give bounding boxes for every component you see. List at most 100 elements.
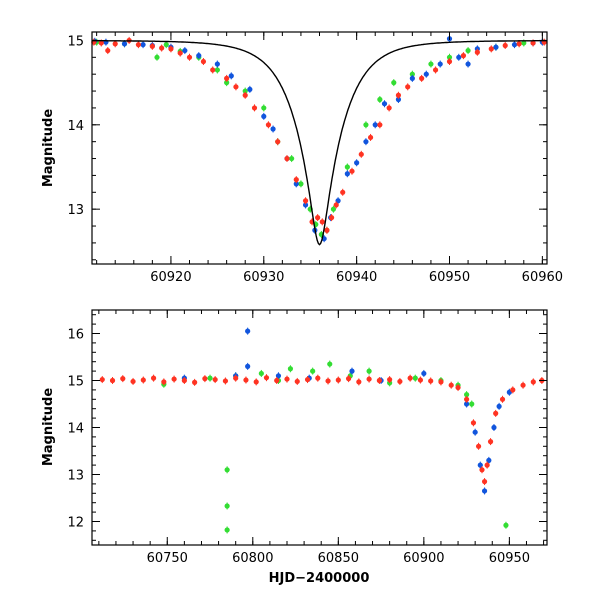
top-blue-point <box>261 113 267 119</box>
bottom-red-point <box>171 376 177 382</box>
top-blue-point <box>293 181 299 187</box>
bottom-plot-frame <box>91 309 548 546</box>
bottom-red-point <box>376 377 382 384</box>
bottom-panel: 60750 60800 60850 60900 60950 12 13 14 15 16 Magn… <box>41 309 548 586</box>
top-green-point <box>330 206 337 212</box>
top-red-point <box>386 105 392 111</box>
top-red-point <box>446 58 453 65</box>
top-blue-point <box>456 54 462 60</box>
bottom-red-point <box>510 387 516 393</box>
bottom-red-point <box>192 379 198 385</box>
bottom-green-point <box>310 368 316 374</box>
bottom-x-tick-label: 60900 <box>403 551 444 566</box>
bottom-red-point <box>315 375 321 381</box>
top-red-point <box>200 58 207 65</box>
top-red-point <box>474 49 480 55</box>
top-red-point <box>333 202 339 208</box>
top-red-point <box>405 84 411 90</box>
bottom-green-point <box>224 503 230 509</box>
bottom-red-point <box>243 377 249 383</box>
bottom-y-tick-label: 14 <box>67 422 84 437</box>
top-green-point <box>446 54 453 60</box>
bottom-green-point <box>366 368 372 374</box>
top-blue-point <box>335 198 341 204</box>
bottom-blue-point <box>245 363 251 369</box>
bottom-red-point <box>284 376 290 382</box>
x-axis-label: HJD−2400000 <box>269 571 370 586</box>
bottom-red-point <box>140 377 146 383</box>
top-green-point <box>465 47 471 54</box>
top-blue-point <box>363 139 369 145</box>
top-red-point <box>349 168 355 174</box>
top-red-point <box>98 40 104 46</box>
top-red-point <box>530 40 536 46</box>
bottom-x-tick-label: 60750 <box>147 551 188 566</box>
bottom-red-point <box>109 377 116 384</box>
bottom-red-point <box>335 377 341 383</box>
bottom-data-marks <box>99 327 545 534</box>
bottom-y-tick-label: 16 <box>67 328 84 343</box>
top-red-point <box>135 42 142 48</box>
top-blue-point <box>302 202 309 208</box>
bottom-red-point <box>484 462 490 468</box>
bottom-green-point <box>469 401 475 407</box>
top-red-point <box>177 50 183 56</box>
bottom-y-axis-label: Magnitude <box>41 388 56 467</box>
top-plot-frame <box>91 31 548 265</box>
bottom-x-tick-label: 60950 <box>489 551 530 566</box>
top-blue-point <box>465 61 471 67</box>
bottom-red-point <box>345 376 352 382</box>
bottom-blue-point <box>349 368 355 374</box>
bottom-green-point <box>207 375 213 381</box>
top-blue-point <box>270 126 276 132</box>
top-green-point <box>289 155 295 162</box>
top-green-point <box>298 181 304 187</box>
top-green-point <box>261 105 267 111</box>
bottom-red-point <box>387 376 393 383</box>
top-red-point <box>168 46 174 52</box>
bottom-y-tick-label: 12 <box>67 516 84 531</box>
bottom-red-point <box>304 376 311 383</box>
bottom-blue-point <box>472 429 478 435</box>
top-blue-point <box>228 73 234 79</box>
top-red-point <box>242 92 248 98</box>
top-green-point <box>391 80 397 86</box>
top-red-point <box>432 67 439 73</box>
top-red-point <box>149 43 155 49</box>
bottom-red-point <box>487 439 494 445</box>
top-red-point <box>340 189 346 195</box>
top-panel: 60920 60930 60940 60950 60960 13 14 15 Magnitud… <box>41 31 563 285</box>
bottom-green-point <box>464 392 470 398</box>
top-red-point <box>516 41 522 47</box>
bottom-red-point <box>397 378 403 385</box>
bottom-red-point <box>202 376 208 382</box>
bottom-red-point <box>356 379 362 385</box>
bottom-blue-point <box>496 403 502 409</box>
bottom-red-point <box>455 384 461 391</box>
bottom-red-point <box>470 420 477 426</box>
top-blue-point <box>121 41 128 47</box>
bottom-green-point <box>287 366 294 372</box>
top-green-point <box>163 42 169 48</box>
bottom-red-point <box>417 377 424 383</box>
bottom-red-point <box>274 377 280 384</box>
top-x-tick-label: 60930 <box>243 270 284 285</box>
top-blue-point <box>423 71 429 77</box>
top-red-point <box>105 47 111 54</box>
top-green-point <box>154 54 160 60</box>
top-red-point <box>315 215 321 221</box>
top-blue-point <box>372 122 378 128</box>
top-blue-point <box>437 61 443 67</box>
top-red-point <box>460 53 467 59</box>
bottom-red-point <box>263 375 270 381</box>
top-blue-point <box>511 42 518 48</box>
top-blue-point <box>409 75 415 81</box>
top-x-tick-label: 60920 <box>150 270 191 285</box>
top-red-point <box>488 46 494 52</box>
bottom-red-point <box>448 382 454 388</box>
top-blue-point <box>247 86 253 92</box>
top-x-tick-label: 60950 <box>429 270 470 285</box>
bottom-green-point <box>224 527 230 533</box>
top-blue-point <box>354 160 360 166</box>
top-data-marks <box>91 35 547 243</box>
